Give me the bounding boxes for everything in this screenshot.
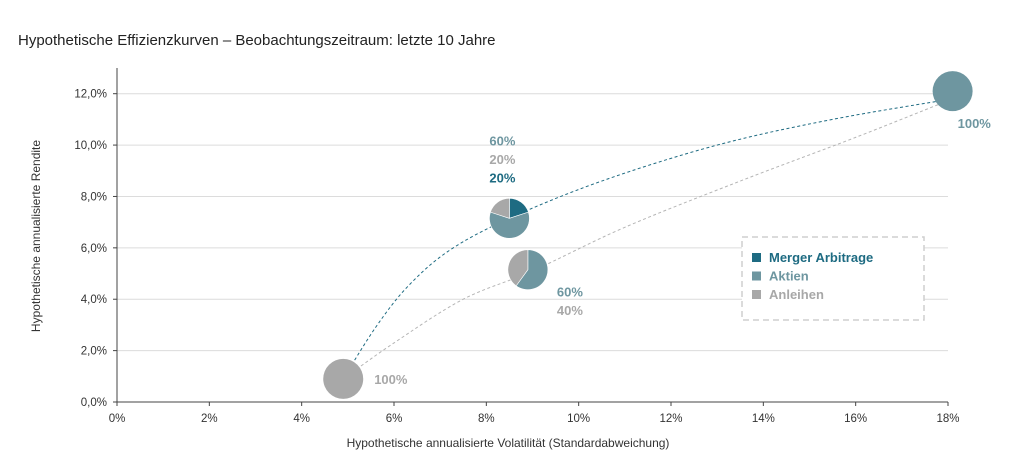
x-tick-label: 4% [293,413,310,425]
y-tick-label: 8,0% [81,191,107,203]
y-tick-label: 4,0% [81,294,107,306]
x-tick-label: 0% [109,413,126,425]
legend-swatch [752,290,761,299]
portfolio-label: 60% [489,133,515,148]
x-tick-label: 8% [478,413,495,425]
legend-entry: Anleihen [769,287,824,302]
x-tick-label: 14% [752,413,775,425]
legend-entry: Merger Arbitrage [769,250,873,265]
frontier-curve-with-merger [342,98,953,380]
legend-box [741,236,925,321]
pie-slice-anleihen [490,197,510,219]
portfolio-points: 100%60%20%20%60%40%100% [323,71,991,399]
y-tick-label: 0,0% [81,397,107,409]
portfolio-label: 60% [557,285,583,300]
y-tick-label: 2,0% [81,346,107,358]
legend-entry: Aktien [769,269,809,284]
x-tick-label: 12% [659,413,682,425]
x-tick-label: 18% [936,413,959,425]
portfolio-label: 20% [489,170,515,185]
x-tick-label: 6% [386,413,403,425]
pie-slice-aktien [515,249,549,290]
x-tick-label: 10% [567,413,590,425]
portfolio-label: 100% [374,372,408,387]
portfolio-pie: 60% 20% 20% [489,133,530,239]
pie-slice [323,358,364,399]
portfolio-label: 20% [489,152,515,167]
portfolio-pie: 100% [323,358,408,399]
legend-swatch [752,253,761,262]
pie-slice [932,71,973,112]
legend: Merger Arbitrage Aktien Anleihen [741,236,925,321]
portfolio-label: 40% [557,303,583,318]
portfolio-label: 100% [958,116,992,131]
x-axis-label: Hypothetische annualisierte Volatilität … [347,436,670,450]
axes: 0,0% 2,0% 4,0% 6,0% 8,0% 10,0% 12,0% 0% 2% 4% 6% 8%… [74,68,960,425]
y-tick-label: 10,0% [74,140,107,152]
legend-swatch [752,271,761,281]
x-tick-label: 2% [201,413,218,425]
pie-slice-anleihen [507,249,529,287]
y-tick-label: 6,0% [81,243,107,255]
frontier-curve-without-merger [342,98,953,380]
portfolio-pie: 60%40% [507,249,583,318]
portfolio-pie: 100% [932,71,992,131]
y-axis-label: Hypothetische annualisierte Rendite [29,140,43,332]
frontier-curves [342,98,953,380]
pie-slice-aktien [489,211,530,239]
x-tick-label: 16% [844,413,867,425]
y-tick-label: 12,0% [74,89,107,101]
chart-title: Hypothetische Effizienzkurven – Beobacht… [18,32,496,49]
